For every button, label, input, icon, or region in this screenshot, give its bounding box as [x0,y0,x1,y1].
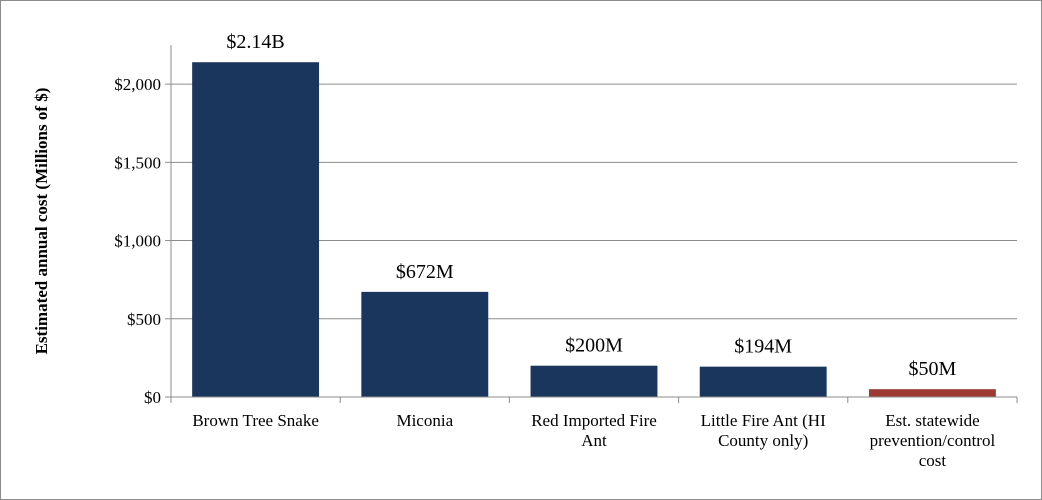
bar [530,365,658,397]
category-label: County only) [718,431,808,450]
y-tick-label: $2,000 [114,75,161,94]
bars [192,62,996,397]
data-label: $194M [734,336,792,358]
category-label: Miconia [396,411,453,430]
category-label: Brown Tree Snake [192,411,319,430]
data-label: $200M [565,335,623,357]
bar [192,62,320,397]
category-label: cost [919,451,947,470]
category-label: Ant [581,431,607,450]
y-axis-title: Estimated annual cost (Millions of $) [32,88,51,355]
y-tick-label: $1,000 [114,232,161,251]
data-label: $50M [909,358,957,380]
category-label: prevention/control [870,431,996,450]
y-tick-label: $1,500 [114,153,161,172]
category-label: Red Imported Fire [531,411,657,430]
y-tick-label: $500 [127,310,161,329]
category-label: Est. statewide [885,411,979,430]
bar [361,291,489,397]
category-label: Little Fire Ant (HI [701,411,826,430]
bar [868,389,996,397]
axes [165,45,1018,403]
data-label: $672M [396,261,454,283]
bar [699,366,827,397]
labels: $0 $500 $1,000 $1,500 $2,000 $2.14B Brown Tree… [114,31,995,470]
data-label: $2.14B [226,31,284,53]
y-tick-label: $0 [144,388,161,407]
